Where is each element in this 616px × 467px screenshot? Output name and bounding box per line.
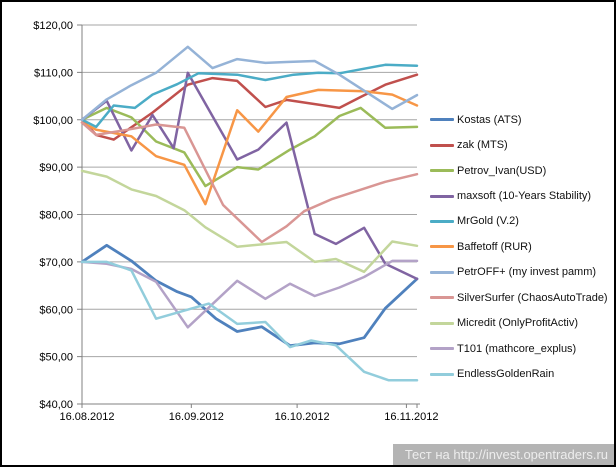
- y-axis-tick-label: $110,00: [34, 67, 73, 79]
- y-axis-tick-label: $90,00: [39, 162, 73, 174]
- legend-label: T101 (mathcore_explus): [457, 342, 577, 355]
- legend-label: EndlessGoldenRain: [457, 368, 555, 381]
- y-axis-tick-label: $120,00: [33, 20, 73, 32]
- series-line-endlessgoldenrain: [80, 260, 419, 382]
- series-line-petrov-ivan-usd: [80, 106, 419, 188]
- y-axis-tick-label: $40,00: [39, 399, 73, 411]
- legend-label: PetrOFF+ (my invest pamm): [457, 266, 597, 279]
- legend-label: maxsoft (10-Years Stability): [457, 190, 592, 203]
- legend-swatch-icon: [430, 321, 454, 325]
- legend-swatch-icon: [430, 143, 454, 147]
- legend-item-petrov-ivan-usd: Petrov_Ivan(USD): [430, 158, 608, 183]
- legend-swatch-icon: [430, 372, 454, 376]
- legend-swatch-icon: [430, 194, 454, 198]
- series-line-kostas-ats: [80, 243, 419, 348]
- legend-label: Kostas (ATS): [457, 113, 522, 126]
- series-line-silversurfer-chaosautotrade: [80, 121, 419, 244]
- series-line-petroff-my-invest-pamm: [80, 45, 419, 122]
- series-line-baffetoff-rur: [80, 88, 419, 206]
- x-axis-tick-label: 16.10.2012: [275, 411, 330, 423]
- legend-swatch-icon: [430, 270, 454, 274]
- legend-label: Baffetoff (RUR): [457, 240, 532, 253]
- x-axis-tick-label: 16.09.2012: [169, 411, 224, 423]
- legend-swatch-icon: [430, 347, 454, 351]
- legend-label: zak (MTS): [457, 139, 508, 152]
- series-line-maxsoft-10-years-stability: [80, 71, 419, 281]
- legend-item-mrgold-v-2: MrGold (V.2): [430, 209, 608, 234]
- x-axis-tick-label: 16.08.2012: [59, 411, 114, 423]
- legend-item-zak-mts: zak (MTS): [430, 132, 608, 157]
- watermark: Тест на http://invest.opentraders.ru: [392, 444, 614, 465]
- chart-legend: Kostas (ATS) zak (MTS) Petrov_Ivan(USD)max…: [430, 107, 608, 387]
- legend-label: MrGold (V.2): [457, 215, 519, 228]
- series-line-micredit-onlyprofitactiv: [80, 169, 419, 274]
- series-line-t101-mathcore-explus: [80, 259, 419, 329]
- legend-item-t101-mathcore-explus: T101 (mathcore_explus): [430, 336, 608, 361]
- y-axis-tick-label: $60,00: [39, 304, 73, 316]
- legend-item-endlessgoldenrain: EndlessGoldenRain: [430, 361, 608, 386]
- legend-item-kostas-ats: Kostas (ATS): [430, 107, 608, 132]
- y-axis-tick-label: $100,00: [33, 115, 73, 127]
- y-axis-tick-label: $70,00: [39, 257, 73, 269]
- legend-label: Petrov_Ivan(USD): [457, 164, 547, 177]
- legend-item-silversurfer-chaosautotrade: SilverSurfer (ChaosAutoTrade): [430, 285, 608, 310]
- legend-item-maxsoft-10-years-stability: maxsoft (10-Years Stability): [430, 183, 608, 208]
- legend-swatch-icon: [430, 296, 454, 300]
- y-axis-tick-label: $80,00: [39, 210, 73, 222]
- legend-swatch-icon: [430, 219, 454, 223]
- legend-label: SilverSurfer (ChaosAutoTrade): [457, 291, 608, 304]
- x-axis-tick-label: 16.11.2012: [384, 411, 438, 423]
- y-axis-tick-label: $50,00: [39, 352, 73, 364]
- legend-swatch-icon: [430, 245, 454, 249]
- legend-item-baffetoff-rur: Baffetoff (RUR): [430, 234, 608, 259]
- legend-swatch-icon: [430, 169, 454, 173]
- legend-label: Micredit (OnlyProfitActiv): [457, 317, 579, 330]
- legend-item-petroff-my-invest-pamm: PetrOFF+ (my invest pamm): [430, 260, 608, 285]
- legend-item-micredit-onlyprofitactiv: Micredit (OnlyProfitActiv): [430, 311, 608, 336]
- legend-swatch-icon: [430, 118, 454, 122]
